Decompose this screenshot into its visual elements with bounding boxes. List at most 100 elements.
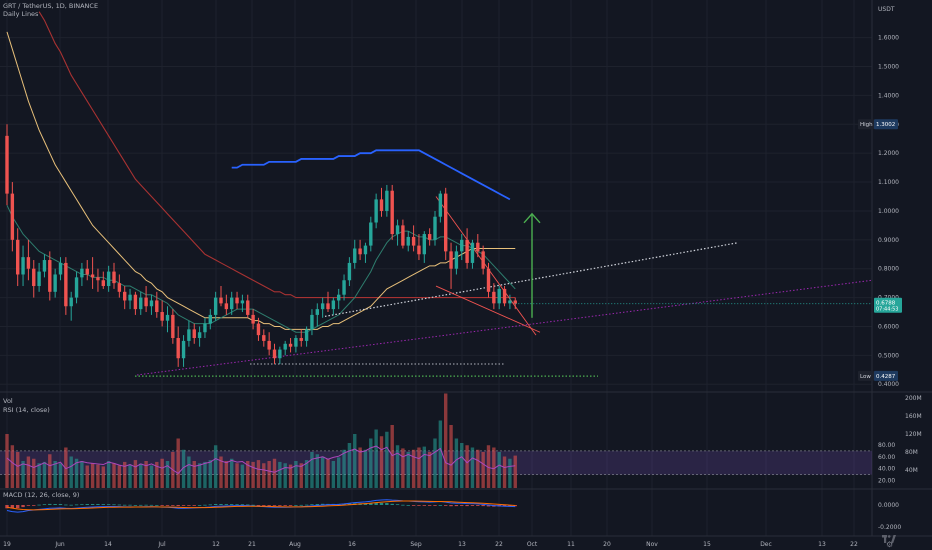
macd-histogram-bar bbox=[96, 504, 100, 505]
volume-bar bbox=[513, 455, 517, 488]
volume-bar bbox=[203, 461, 207, 488]
volume-bar bbox=[176, 438, 180, 488]
macd-histogram-bar bbox=[438, 505, 443, 506]
volume-tick-label: 120M bbox=[905, 431, 922, 438]
macd-histogram-bar bbox=[133, 505, 138, 506]
macd-histogram-bar bbox=[486, 505, 491, 507]
volume-bar bbox=[187, 456, 191, 488]
volume-bar bbox=[320, 456, 325, 488]
volume-bar bbox=[492, 447, 496, 488]
candle-body bbox=[385, 190, 389, 211]
volume-bar bbox=[315, 454, 319, 488]
high-value-label: 1.3002 bbox=[876, 122, 895, 128]
macd-label[interactable]: MACD (12, 26, close, 9) bbox=[3, 491, 80, 499]
candle-body bbox=[299, 338, 303, 341]
volume-bar bbox=[230, 458, 234, 488]
volume-bar bbox=[460, 443, 464, 488]
volume-bar bbox=[374, 429, 378, 488]
macd-histogram-bar bbox=[251, 504, 255, 506]
tradingview-logo bbox=[882, 535, 896, 543]
candle-body bbox=[42, 260, 47, 272]
macd-histogram-bar bbox=[385, 503, 389, 505]
macd-histogram-bar bbox=[117, 504, 122, 506]
macd-histogram-bar bbox=[401, 504, 405, 506]
channel-upper-line bbox=[435, 196, 537, 336]
macd-histogram-bar bbox=[171, 505, 175, 506]
candle-body bbox=[32, 268, 36, 287]
candle-body bbox=[476, 242, 480, 252]
drawings[interactable] bbox=[135, 196, 873, 377]
candle-body bbox=[144, 297, 148, 307]
candle-body bbox=[497, 288, 501, 304]
study-title[interactable]: Daily Lines bbox=[3, 10, 39, 18]
volume-bar bbox=[112, 463, 116, 488]
candle-body bbox=[171, 314, 175, 339]
volume-bar bbox=[85, 465, 89, 488]
last-price-box bbox=[874, 297, 902, 313]
volume-bar bbox=[16, 452, 20, 488]
volume-bar bbox=[219, 456, 223, 488]
macd-histogram-bar bbox=[395, 504, 400, 506]
macd-histogram-bar bbox=[80, 504, 84, 506]
macd-histogram-bar bbox=[160, 505, 164, 506]
volume-bar bbox=[101, 466, 105, 488]
macd-histogram-bar bbox=[460, 505, 464, 506]
volume-bar bbox=[481, 452, 485, 488]
volume-bar bbox=[508, 458, 512, 488]
macd-histogram-bar bbox=[406, 505, 410, 506]
rsi-tick-label: 80.00 bbox=[878, 442, 895, 449]
macd-histogram-bar bbox=[379, 502, 384, 505]
volume-bar bbox=[433, 438, 437, 488]
macd-histogram-bar bbox=[155, 505, 159, 506]
volume-bar bbox=[369, 438, 373, 488]
macd-histogram-bar bbox=[149, 504, 154, 506]
moving-averages bbox=[6, 11, 516, 333]
macd-histogram-bar bbox=[139, 504, 143, 506]
volume-tick-label: 200M bbox=[905, 395, 922, 402]
rsi-tick-label: 60.00 bbox=[878, 454, 895, 461]
volume-bar bbox=[58, 463, 63, 488]
candle-body bbox=[438, 193, 443, 217]
volume-bar bbox=[427, 452, 432, 488]
candle-body bbox=[187, 329, 191, 341]
volume-bar bbox=[235, 463, 239, 488]
candle-body bbox=[69, 297, 73, 307]
volume-bar bbox=[363, 449, 368, 488]
high-value-box bbox=[874, 119, 898, 130]
macd-histogram-bar bbox=[230, 504, 234, 505]
candle-body bbox=[181, 340, 186, 359]
macd-histogram-bar bbox=[42, 504, 47, 506]
volume-label[interactable]: Vol bbox=[3, 397, 13, 405]
volume-bar bbox=[32, 458, 36, 488]
volume-bar bbox=[444, 393, 448, 488]
candle-body bbox=[401, 225, 405, 246]
volume-bar bbox=[310, 452, 314, 488]
candle-body bbox=[90, 274, 95, 278]
candle-body bbox=[267, 340, 271, 350]
rsi-label[interactable]: RSI (14, close) bbox=[3, 406, 50, 414]
macd-histogram-bar bbox=[363, 503, 368, 505]
candle-body bbox=[16, 239, 20, 275]
time-tick-label: 11 bbox=[567, 541, 575, 548]
symbol-title[interactable]: GRT / TetherUS, 1D, BINANCE bbox=[3, 2, 99, 10]
volume-bar bbox=[331, 461, 336, 488]
volume-tick-label: 160M bbox=[905, 413, 922, 420]
volume-bar bbox=[21, 461, 25, 488]
volume-bar bbox=[139, 463, 143, 488]
macd-histogram-bar bbox=[37, 504, 41, 506]
candle-body bbox=[176, 338, 180, 359]
macd-histogram-bar bbox=[315, 504, 319, 505]
macd-histogram-bar bbox=[465, 505, 469, 507]
price-tick-label: 0.6000 bbox=[878, 323, 899, 330]
candle-body bbox=[481, 251, 485, 269]
volume-bar bbox=[497, 452, 501, 488]
volume-bar bbox=[160, 458, 164, 488]
volume-bar bbox=[304, 460, 309, 488]
candle-body bbox=[256, 323, 261, 336]
time-tick-label: Oct bbox=[527, 541, 538, 548]
low-tag-label: Low bbox=[860, 374, 871, 380]
candle-body bbox=[139, 297, 143, 310]
candle-body bbox=[486, 268, 491, 292]
candle-body bbox=[353, 248, 357, 263]
